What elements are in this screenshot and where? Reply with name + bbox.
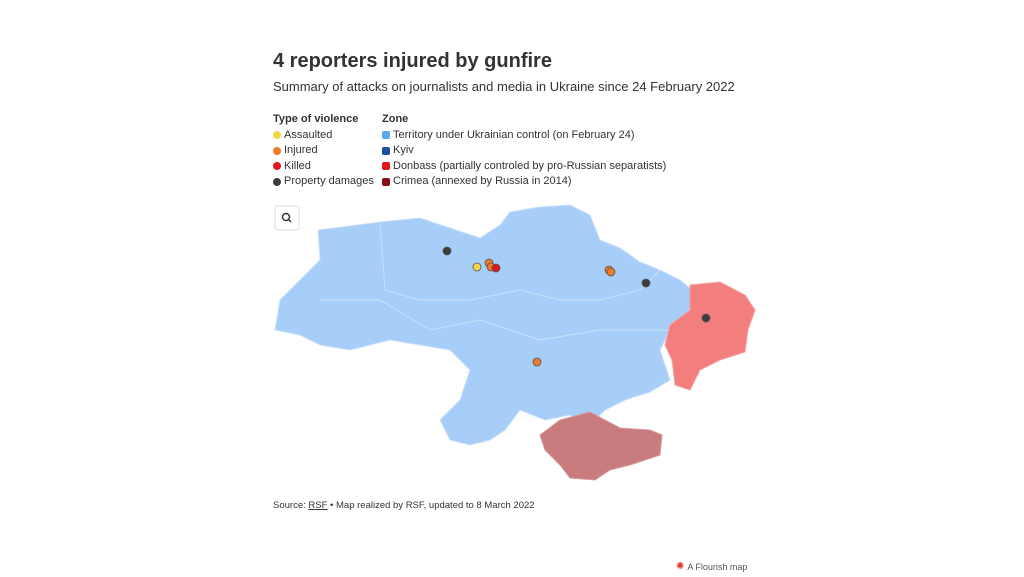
legend-label: Killed (284, 159, 311, 172)
legend-heading: Type of violence (273, 113, 359, 125)
donbass (664, 281, 756, 391)
legend-label: Territory under Ukrainian control (on Fe… (393, 128, 635, 141)
title: 4 reporters injured by gunfire (273, 50, 552, 72)
legend-items: Assaulted Injured Killed Property damages (273, 128, 374, 190)
marker-killed[interactable] (491, 263, 501, 273)
legend-item[interactable]: Injured (273, 143, 374, 159)
region-border (379, 221, 661, 301)
crimea (539, 411, 663, 481)
legend-item[interactable]: Kyiv (382, 143, 666, 159)
legend-swatch (382, 162, 390, 171)
legend-label: Assaulted (284, 128, 333, 141)
legend-item[interactable]: Assaulted (273, 128, 374, 144)
marker-injured[interactable] (606, 267, 616, 277)
legend-violence: Type of violence Assaulted Injured Killed P… (273, 112, 374, 190)
legend-label: Injured (284, 144, 318, 156)
region-border (320, 299, 670, 341)
legend-zone: Zone Territory under Ukrainian control (… (382, 112, 666, 190)
legend-swatch (273, 146, 281, 155)
credit[interactable]: ✺ A Flourish map (676, 561, 748, 572)
legend-label: Donbass (partially controled by pro-Russ… (393, 159, 667, 172)
legend-items: Territory under Ukrainian control (on Fe… (382, 128, 666, 190)
legend-label: Property damages (284, 175, 374, 187)
legend-item[interactable]: Crimea (annexed by Russia in 2014) (382, 174, 666, 190)
subtitle: Summary of attacks on journalists and me… (273, 79, 735, 94)
legend-swatch (382, 146, 390, 155)
marker-property[interactable] (442, 246, 452, 256)
source-note: • Map realized by RSF, updated to 8 Marc… (330, 500, 535, 511)
ukraine-controlled (274, 204, 693, 446)
legend-swatch (382, 177, 390, 186)
legend-swatch (273, 162, 281, 171)
credit-text: A Flourish map (687, 561, 748, 572)
legend-item[interactable]: Donbass (partially controled by pro-Russ… (382, 159, 666, 175)
footer: Source: RSF • Map realized by RSF, updat… (273, 500, 535, 511)
markers (442, 246, 711, 367)
marker-property[interactable] (641, 278, 651, 288)
source-label: Source: (273, 500, 306, 511)
legend-label: Kyiv (393, 144, 414, 156)
legend-swatch (273, 131, 281, 140)
marker-property[interactable] (701, 313, 711, 323)
legend-heading: Zone (382, 113, 409, 125)
marker-assaulted[interactable] (472, 262, 482, 272)
legend-item[interactable]: Property damages (273, 174, 374, 190)
legend-item[interactable]: Killed (273, 159, 374, 175)
legend-item[interactable]: Territory under Ukrainian control (on Fe… (382, 128, 666, 144)
source-link[interactable]: RSF (308, 500, 328, 511)
legend-swatch (273, 177, 281, 186)
search-button[interactable] (274, 205, 300, 231)
marker-injured[interactable] (532, 357, 542, 367)
legend-swatch (382, 131, 390, 140)
legend-label: Crimea (annexed by Russia in 2014) (393, 175, 572, 187)
